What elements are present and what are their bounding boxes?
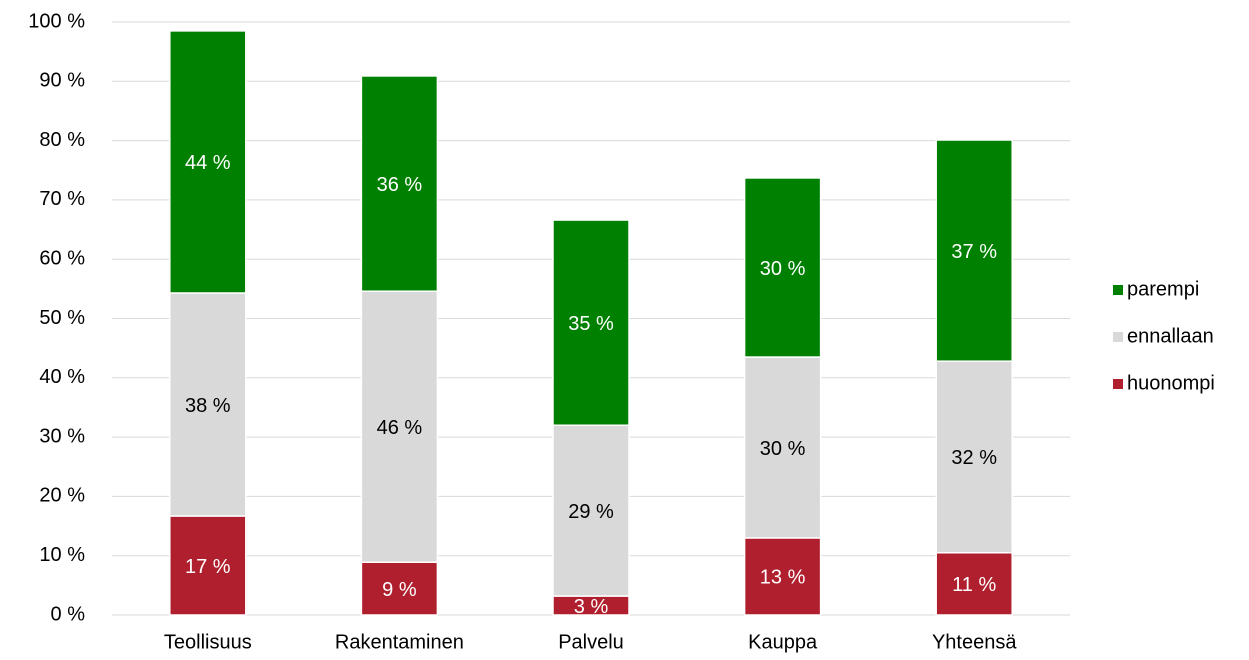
data-label: 17 %: [185, 556, 231, 578]
y-tick-label: 100 %: [28, 10, 85, 32]
bar-segment: [169, 515, 247, 616]
bar-segment: [169, 30, 247, 294]
legend-swatch: [1113, 285, 1123, 295]
y-tick-label: 70 %: [39, 188, 85, 210]
x-tick-label: Teollisuus: [164, 631, 252, 653]
legend-label: ennallaan: [1127, 325, 1214, 347]
legend-label: parempi: [1127, 278, 1199, 300]
y-tick-label: 40 %: [39, 366, 85, 388]
data-label: 11 %: [952, 574, 996, 596]
legend-swatch: [1113, 379, 1123, 389]
data-label: 29 %: [568, 501, 614, 523]
data-label: 36 %: [377, 174, 423, 196]
x-tick-label: Palvelu: [558, 631, 624, 653]
x-tick-label: Kauppa: [748, 631, 818, 653]
bar-segment: [743, 356, 822, 539]
bar-segment: [743, 537, 822, 616]
data-label: 32 %: [951, 447, 997, 469]
data-label: 37 %: [951, 241, 997, 263]
bar-segment: [743, 177, 822, 358]
y-tick-label: 20 %: [39, 485, 85, 507]
bar-segment: [169, 292, 247, 517]
y-tick-label: 80 %: [39, 129, 85, 151]
data-label: 3 %: [574, 596, 609, 618]
y-tick-label: 10 %: [39, 544, 85, 566]
y-tick-label: 0 %: [51, 603, 86, 625]
y-tick-label: 60 %: [39, 247, 85, 269]
x-tick-label: Rakentaminen: [335, 631, 464, 653]
bar-segment: [935, 360, 1013, 554]
legend-swatch: [1113, 332, 1123, 342]
x-tick-label: Yhteensä: [932, 631, 1017, 653]
data-label: 35 %: [568, 313, 614, 335]
data-label: 46 %: [377, 417, 423, 439]
data-label: 9 %: [382, 579, 417, 601]
bar-segment: [935, 139, 1013, 362]
data-label: 38 %: [185, 395, 231, 417]
y-tick-label: 50 %: [39, 307, 85, 329]
bar-segment: [360, 75, 439, 292]
bar-segment: [552, 424, 630, 597]
data-label: 44 %: [185, 152, 231, 174]
legend-label: huonompi: [1127, 372, 1215, 394]
y-tick-label: 30 %: [39, 425, 85, 447]
data-label: 13 %: [760, 567, 806, 589]
bar-segment: [935, 551, 1013, 616]
y-tick-label: 90 %: [39, 70, 85, 92]
data-label: 30 %: [760, 258, 806, 280]
bar-segment: [360, 290, 439, 563]
data-label: 30 %: [760, 438, 806, 460]
bar-segment: [360, 561, 439, 616]
bar-segment: [552, 219, 630, 426]
